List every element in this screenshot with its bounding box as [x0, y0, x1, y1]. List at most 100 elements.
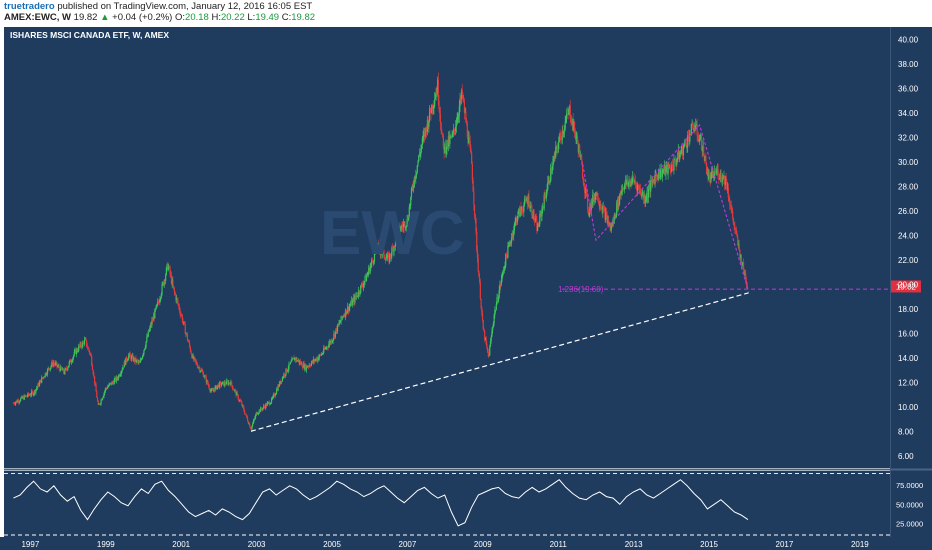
candle-body [191, 353, 193, 358]
candle-body [576, 136, 578, 138]
candle-body [381, 250, 384, 254]
candle-body [378, 245, 381, 251]
candle-body [602, 206, 604, 213]
candle-body [708, 174, 710, 179]
candle-body [145, 341, 147, 347]
up-arrow-icon: ▲ [100, 12, 110, 23]
candle-body [740, 254, 742, 266]
candle-body [51, 361, 53, 366]
candle-body [39, 380, 41, 383]
candle-body [261, 409, 263, 410]
candle-body [497, 296, 499, 302]
candle-body [286, 370, 289, 372]
candle-body [143, 350, 145, 354]
candle-body [83, 339, 86, 345]
candle-body [197, 367, 199, 369]
time-axis[interactable] [0, 537, 932, 550]
candle-body [215, 385, 217, 388]
candle-body [209, 388, 211, 392]
candle-body [157, 301, 159, 305]
candle-body [150, 324, 152, 326]
candle-body [424, 127, 426, 137]
candle-body [736, 233, 738, 237]
candle-body [117, 375, 120, 379]
candle-body [634, 181, 637, 185]
open-label: O: [175, 12, 186, 23]
candle-body [235, 390, 237, 396]
candle-body [462, 95, 464, 98]
candle-body [613, 213, 616, 220]
candle-body [690, 134, 692, 136]
candle-body [87, 347, 89, 349]
candle-body [363, 283, 365, 287]
candle-body [258, 410, 260, 413]
time-tick-label: 2007 [399, 540, 417, 549]
candle-body [434, 96, 436, 100]
candle-body [274, 394, 276, 397]
candle-body [510, 243, 512, 244]
time-tick-label: 2001 [172, 540, 190, 549]
candle-body [725, 176, 727, 184]
candle-body [471, 163, 473, 181]
candle-body [69, 359, 71, 362]
candle-body [668, 167, 671, 169]
candle-body [104, 391, 106, 394]
candle-body [513, 223, 516, 231]
candle-body [232, 388, 234, 390]
candle-body [410, 196, 412, 206]
candle-body [270, 402, 272, 404]
price-tick-label: 34.00 [898, 109, 919, 118]
candle-body [402, 223, 405, 228]
candle-body [56, 362, 58, 367]
candle-body [692, 127, 695, 131]
candle-body [737, 244, 740, 245]
candle-body [510, 237, 513, 244]
candle-body [553, 154, 555, 159]
candle-body [302, 363, 305, 368]
candle-body [60, 366, 62, 369]
candle-body [253, 419, 255, 421]
candle-body [565, 119, 567, 123]
candle-body [726, 183, 728, 190]
candle-body [697, 138, 700, 142]
candle-body [33, 393, 35, 395]
candle-body [605, 212, 607, 221]
candle-body [531, 215, 534, 219]
candle-body [123, 367, 125, 369]
candle-body [131, 355, 133, 357]
candle-body [194, 357, 196, 359]
candle-body [131, 356, 133, 360]
candle-body [73, 355, 75, 358]
candle-body [472, 180, 474, 192]
candle-body [105, 388, 107, 389]
candle-body [78, 346, 81, 348]
candle-body [13, 403, 15, 404]
candle-body [366, 274, 368, 277]
oscillator-pane[interactable] [4, 471, 890, 537]
author-link[interactable]: truetradero [4, 1, 55, 12]
candle-body [566, 113, 568, 115]
candle-body [157, 301, 160, 303]
candle-body [665, 167, 667, 174]
candle-body [62, 368, 64, 371]
candle-body [321, 353, 323, 355]
candle-body [273, 394, 276, 397]
candle-body [368, 267, 371, 273]
candle-body [310, 365, 312, 367]
candle-body [229, 383, 231, 385]
candle-body [662, 170, 664, 172]
candle-body [542, 207, 545, 209]
main-pane[interactable] [4, 27, 890, 468]
candle-body [25, 395, 28, 397]
candle-body [58, 365, 60, 369]
candle-body [91, 365, 94, 370]
price-chart[interactable]: 1.236(19.60) 19.82 6.00 8.00 10.00 12.00 14.0… [0, 24, 932, 550]
candle-body [310, 362, 313, 366]
candle-body [515, 218, 517, 221]
candle-body [521, 209, 524, 212]
candle-body [107, 386, 109, 389]
candle-body [279, 381, 281, 384]
candle-body [362, 285, 364, 287]
candle-body [548, 177, 550, 183]
candle-body [376, 249, 378, 251]
